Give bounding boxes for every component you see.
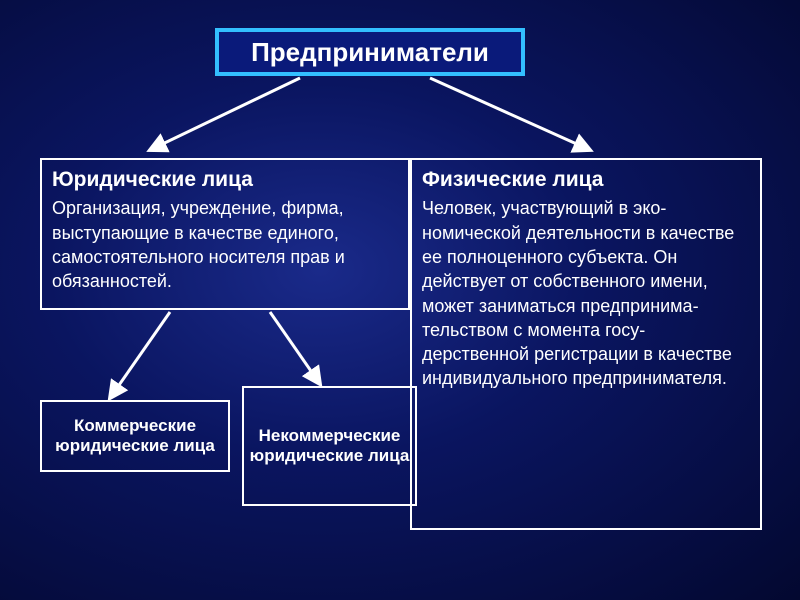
node-noncommercial-label: Некоммерческие юридические лица	[248, 426, 411, 466]
node-commercial-label: Коммерческие юридические лица	[46, 416, 224, 456]
root-node-label: Предприниматели	[251, 37, 489, 68]
node-individual-heading: Физические лица	[422, 166, 750, 194]
arrow-legal-to-commercial	[110, 312, 170, 398]
node-legal-body: Организация, учреждение, фирма, выступаю…	[52, 198, 345, 291]
node-legal-heading: Юридические лица	[52, 166, 398, 194]
node-legal-entities: Юридические лица Организация, учреждение…	[40, 158, 410, 310]
node-individual-body: Человек, участвующий в эко-номической де…	[422, 198, 734, 388]
node-commercial: Коммерческие юридические лица	[40, 400, 230, 472]
arrow-title-to-legal	[150, 78, 300, 150]
arrow-legal-to-noncommercial	[270, 312, 320, 384]
root-node-entrepreneurs: Предприниматели	[215, 28, 525, 76]
node-individuals: Физические лица Человек, участвующий в э…	[410, 158, 762, 530]
node-noncommercial: Некоммерческие юридические лица	[242, 386, 417, 506]
arrow-title-to-individual	[430, 78, 590, 150]
